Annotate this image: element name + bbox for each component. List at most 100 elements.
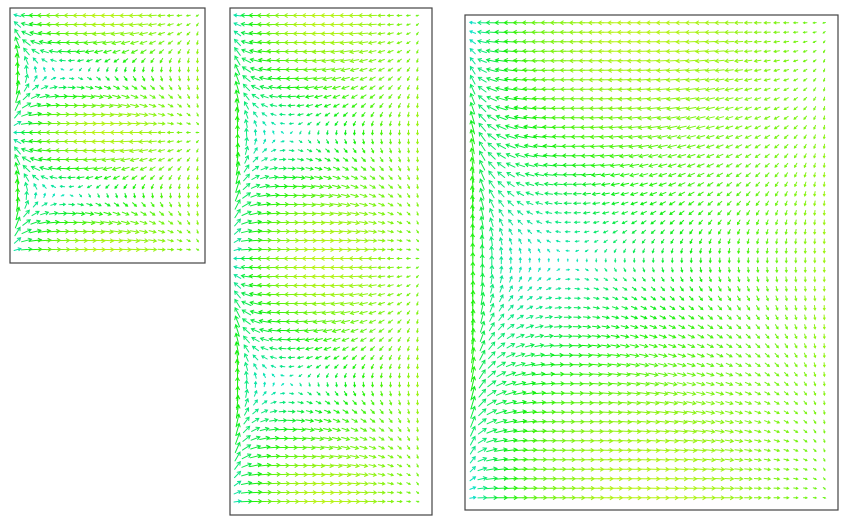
arrow bbox=[176, 140, 183, 144]
arrow bbox=[304, 427, 315, 432]
arrow bbox=[499, 294, 504, 303]
arrow bbox=[40, 211, 50, 216]
arrow bbox=[532, 390, 547, 396]
arrow bbox=[339, 229, 352, 234]
arrow bbox=[793, 391, 798, 396]
arrow bbox=[763, 106, 771, 111]
arrow bbox=[416, 138, 419, 145]
arrow bbox=[358, 13, 369, 18]
arrow bbox=[601, 191, 610, 196]
arrow bbox=[361, 355, 366, 361]
arrow bbox=[793, 458, 799, 462]
arrow bbox=[287, 113, 295, 117]
arrow bbox=[783, 69, 789, 72]
arrow bbox=[725, 163, 733, 168]
arrow bbox=[506, 333, 516, 339]
arrow bbox=[167, 113, 175, 117]
arrow bbox=[406, 93, 410, 100]
arrow bbox=[637, 391, 651, 396]
arrow bbox=[276, 328, 288, 333]
arrow bbox=[359, 445, 368, 450]
arrow bbox=[754, 153, 761, 158]
arrow bbox=[619, 163, 630, 168]
arrow bbox=[718, 276, 722, 283]
arrow bbox=[582, 324, 592, 329]
arrow bbox=[330, 220, 343, 225]
arrow bbox=[288, 365, 295, 368]
arrow bbox=[734, 144, 743, 149]
arrow bbox=[22, 219, 31, 226]
arrow bbox=[688, 201, 695, 206]
arrow bbox=[130, 220, 140, 225]
arrow bbox=[649, 210, 657, 215]
arrow bbox=[526, 296, 533, 301]
arrow bbox=[619, 372, 631, 377]
arrow bbox=[696, 381, 706, 387]
arrow bbox=[112, 94, 122, 99]
arrow bbox=[331, 454, 343, 460]
arrow bbox=[602, 220, 609, 225]
arrow bbox=[735, 391, 743, 396]
arrow bbox=[315, 364, 321, 369]
arrow bbox=[147, 148, 157, 153]
arrow bbox=[362, 138, 366, 145]
arrow bbox=[74, 220, 87, 225]
arrow bbox=[822, 172, 826, 178]
arrow bbox=[724, 68, 734, 73]
arrow bbox=[600, 172, 611, 178]
arrow bbox=[177, 49, 182, 55]
arrow bbox=[754, 467, 762, 472]
arrow bbox=[167, 166, 173, 171]
arrow bbox=[618, 381, 632, 387]
arrow bbox=[497, 189, 505, 198]
arrow bbox=[349, 211, 360, 216]
arrow bbox=[267, 436, 280, 441]
arrow bbox=[543, 172, 554, 177]
arrow bbox=[15, 187, 20, 203]
arrow bbox=[416, 111, 419, 118]
arrow bbox=[396, 14, 403, 17]
arrow bbox=[527, 229, 533, 234]
arrow bbox=[812, 68, 817, 73]
arrow bbox=[708, 248, 712, 254]
arrow bbox=[349, 301, 360, 306]
arrow bbox=[679, 229, 684, 235]
arrow bbox=[388, 346, 393, 352]
arrow bbox=[407, 120, 410, 127]
arrow bbox=[377, 220, 386, 225]
arrow bbox=[368, 463, 377, 468]
arrow bbox=[677, 163, 686, 168]
arrow bbox=[775, 247, 779, 255]
arrow bbox=[15, 206, 21, 221]
arrow bbox=[695, 419, 707, 425]
arrow bbox=[368, 67, 377, 72]
arrow bbox=[311, 301, 325, 306]
arrow bbox=[622, 230, 628, 234]
arrow bbox=[794, 238, 798, 245]
arrow bbox=[325, 121, 330, 126]
arrow bbox=[754, 448, 762, 453]
arrow bbox=[269, 418, 279, 423]
arrow bbox=[371, 390, 375, 397]
arrow bbox=[763, 439, 772, 443]
arrow bbox=[812, 496, 818, 499]
arrow bbox=[388, 354, 392, 361]
arrow bbox=[141, 202, 146, 208]
arrow bbox=[56, 166, 68, 171]
arrow bbox=[233, 228, 242, 235]
arrow bbox=[129, 112, 141, 117]
arrow bbox=[697, 201, 704, 206]
arrow bbox=[667, 391, 678, 396]
arrow bbox=[563, 334, 573, 339]
arrow bbox=[113, 58, 120, 63]
arrow bbox=[470, 213, 475, 231]
arrow bbox=[186, 166, 190, 172]
arrow bbox=[714, 476, 726, 482]
arrow bbox=[650, 305, 657, 310]
arrow bbox=[324, 157, 331, 162]
arrow bbox=[150, 202, 155, 208]
arrow bbox=[480, 282, 485, 295]
arrow bbox=[29, 156, 41, 162]
arrow bbox=[619, 362, 631, 368]
arrow bbox=[708, 238, 712, 245]
